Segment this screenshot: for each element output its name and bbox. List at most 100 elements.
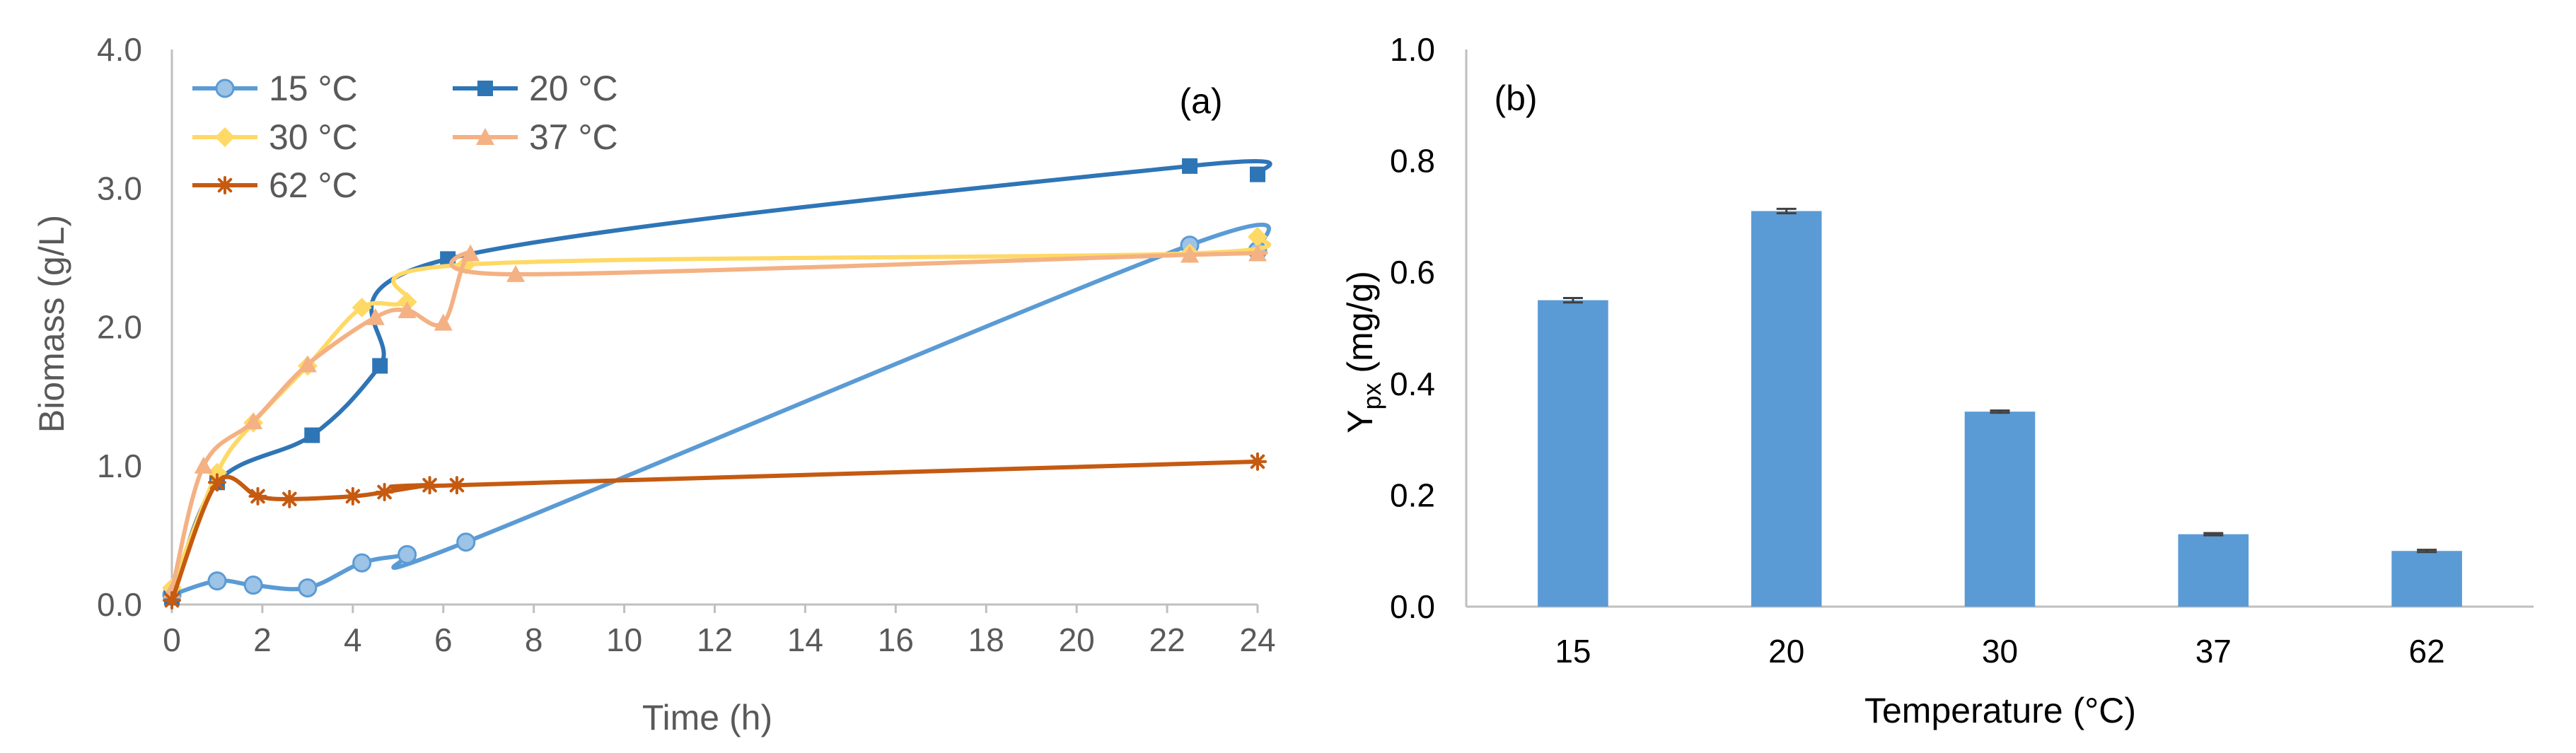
chart-b-x-tick-label: 37	[2195, 633, 2232, 670]
legend-item-37-c-label: 37 °C	[529, 117, 618, 157]
series-20-c-line	[170, 159, 1272, 599]
legend-item-15-c-label: 15 °C	[269, 69, 358, 108]
series-30-c-point	[352, 298, 372, 318]
bar-62	[2391, 551, 2462, 607]
series-20-c-point	[304, 427, 320, 443]
chart-a-x-tick-label: 0	[163, 621, 181, 658]
legend-item-30-c-marker	[215, 127, 235, 147]
error-bar-20	[1776, 207, 1797, 215]
chart-a-x-tick-label: 10	[606, 621, 642, 658]
bar-20	[1751, 211, 1822, 607]
series-62-c-line	[170, 459, 1258, 602]
series-15-c-point	[398, 544, 417, 564]
chart-a-x-tick-label: 14	[787, 621, 823, 658]
series-37-c-point	[434, 313, 453, 331]
series-15-c-line	[171, 222, 1271, 597]
series-15-c-point	[456, 532, 476, 552]
legend-item-15-c: 15 °C	[192, 69, 358, 108]
legend-item-37-c: 37 °C	[453, 117, 618, 157]
chart-a-y-tick-label: 2.0	[97, 309, 142, 346]
legend-item-62-c-marker	[216, 176, 234, 194]
error-bar-30	[1990, 409, 2010, 414]
chart-a-x-tick-label: 8	[525, 621, 543, 658]
chart-b-x-tick-label: 62	[2409, 633, 2445, 670]
chart-a-ticks: 0 2 4 6 8 10 12 14 16 18 20 22 240.01.02.03.04.0	[97, 31, 1276, 658]
series-20-c-point	[1182, 158, 1198, 174]
chart-b-x-axis-label: Temperature (°C)	[1864, 691, 2136, 730]
series-37-c-point	[194, 456, 213, 474]
legend-item-20-c: 20 °C	[453, 69, 618, 108]
legend-item-62-c-label: 62 °C	[269, 165, 358, 205]
legend-item-62-c-marker-stroke-3	[217, 177, 233, 193]
legend-item-62-c: 62 °C	[192, 165, 358, 205]
chart-a-x-tick-label: 18	[968, 621, 1004, 658]
series-37-c-point	[1180, 245, 1200, 263]
chart-b-y-tick-label: 0.4	[1390, 366, 1435, 402]
chart-a-series	[162, 158, 1272, 610]
series-30-c-point	[1248, 226, 1267, 247]
chart-a-x-tick-label: 6	[434, 621, 453, 658]
series-37-c-point	[366, 308, 385, 325]
chart-a-y-tick-label: 4.0	[97, 31, 142, 68]
chart-a-x-tick-label: 22	[1149, 621, 1185, 658]
series-62-c-point-stroke-3	[282, 491, 297, 507]
series-20-c-point	[1250, 166, 1265, 182]
series-62-c-point-stroke-3	[1250, 454, 1265, 469]
legend-item-20-c-marker	[477, 81, 493, 96]
series-37-c-point	[298, 355, 317, 373]
chart-biomass-vs-time: 0 2 4 6 8 10 12 14 16 18 20 22 240.01.02.03.04.0 15 …	[32, 31, 1276, 737]
legend-item-30-c-label: 30 °C	[269, 117, 358, 157]
chart-a-axes	[170, 49, 1259, 613]
series-62-c-point	[1248, 452, 1267, 471]
error-bar-15	[1562, 296, 1583, 304]
chart-b-y-tick-label: 0.2	[1390, 477, 1435, 513]
series-37-c-point	[506, 264, 526, 282]
series-30-c	[162, 226, 1271, 598]
series-15-c	[162, 222, 1271, 605]
series-15-c-point	[352, 553, 372, 573]
series-62-c-point-stroke-3	[164, 593, 180, 608]
chart-a-legend: 15 °C 20 °C 30 °C 37 °C 62 °C	[192, 69, 618, 205]
series-37-c	[163, 244, 1268, 599]
series-37-c-point	[244, 411, 263, 429]
series-15-c-point	[243, 576, 263, 595]
chart-b-y-axis-label: Ypx (mg/g)	[1340, 271, 1386, 433]
series-20-c-point	[372, 358, 388, 374]
chart-a-x-axis-label: Time (h)	[642, 698, 772, 737]
series-62-c-point-stroke-3	[209, 475, 225, 490]
bar-37	[2178, 534, 2249, 607]
series-62-c-point-stroke-3	[422, 477, 437, 493]
series-62-c-point	[343, 486, 362, 506]
series-37-c-line	[170, 250, 1268, 592]
legend-item-30-c: 30 °C	[192, 117, 358, 157]
series-62-c-point-stroke-3	[377, 484, 392, 500]
series-15-c-point	[298, 578, 318, 597]
chart-b-y-axis-label-sub: px	[1357, 383, 1386, 409]
series-62-c-point	[280, 489, 299, 508]
series-30-c-line	[170, 234, 1271, 589]
chart-b-panel-label: (b)	[1494, 78, 1537, 118]
series-62-c-point	[447, 476, 466, 495]
chart-a-y-tick-label: 0.0	[97, 586, 142, 623]
series-62-c-point-stroke-3	[449, 477, 465, 493]
series-62-c-point	[163, 591, 181, 610]
chart-b-bars	[1538, 207, 2462, 607]
chart-yield-vs-temperature: 0.0 0.2 0.4 0.6 0.8 1.0 15 20 30 37 62 Temperature…	[1340, 31, 2534, 730]
series-37-c-point	[398, 300, 417, 318]
chart-b-y-axis-label-main: Y	[1340, 410, 1380, 433]
legend-item-20-c-label: 20 °C	[529, 69, 618, 108]
series-62-c-point	[248, 486, 267, 506]
chart-b-x-tick-label: 15	[1555, 633, 1591, 670]
chart-a-x-tick-label: 20	[1059, 621, 1095, 658]
chart-a-y-tick-label: 1.0	[97, 448, 142, 484]
chart-a-y-axis-label: Biomass (g/L)	[32, 215, 71, 433]
chart-b-y-axis-label-unit: (mg/g)	[1340, 271, 1380, 383]
chart-a-x-tick-label: 4	[344, 621, 362, 658]
series-62-c-point-stroke-3	[250, 489, 265, 504]
chart-a-x-tick-label: 2	[253, 621, 272, 658]
bar-15	[1538, 300, 1608, 607]
series-15-c-point	[207, 571, 227, 591]
series-37-c-point	[1248, 244, 1267, 262]
chart-a-x-tick-label: 16	[878, 621, 914, 658]
